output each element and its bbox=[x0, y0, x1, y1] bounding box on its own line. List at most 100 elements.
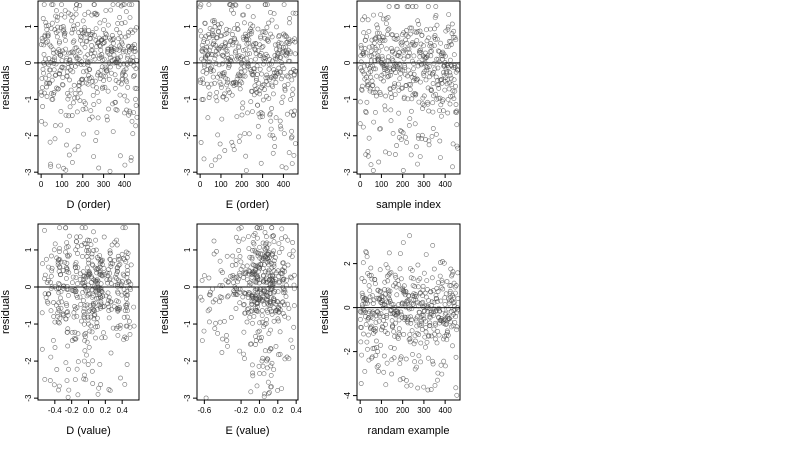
residual-point bbox=[233, 39, 239, 45]
residual-point bbox=[233, 285, 239, 291]
residual-point bbox=[85, 244, 90, 250]
residual-point bbox=[72, 262, 78, 268]
residual-point bbox=[358, 339, 364, 345]
residual-point bbox=[373, 35, 379, 41]
y-tick-label: -2 bbox=[183, 357, 192, 365]
residual-point bbox=[409, 328, 415, 334]
residual-point bbox=[243, 47, 248, 52]
residual-point bbox=[125, 250, 131, 256]
residual-point bbox=[78, 34, 84, 39]
residual-point bbox=[429, 275, 435, 281]
residual-point bbox=[387, 72, 393, 78]
residual-point bbox=[264, 93, 269, 99]
residual-point bbox=[91, 307, 97, 313]
residual-point bbox=[273, 276, 279, 282]
residual-point bbox=[100, 73, 106, 79]
residual-point bbox=[66, 93, 72, 99]
residual-point bbox=[70, 280, 75, 285]
residual-point bbox=[125, 314, 130, 320]
residual-point bbox=[85, 317, 91, 323]
residual-point bbox=[401, 288, 406, 294]
residual-point bbox=[284, 53, 289, 59]
residual-point bbox=[433, 131, 439, 137]
residual-point bbox=[106, 308, 112, 313]
residual-point bbox=[82, 25, 87, 31]
residual-point bbox=[365, 17, 371, 23]
residual-point bbox=[238, 266, 244, 272]
residual-point bbox=[250, 262, 256, 267]
residual-point bbox=[406, 46, 412, 52]
residual-point bbox=[45, 300, 51, 306]
residual-point bbox=[447, 288, 453, 294]
residual-point bbox=[273, 270, 279, 276]
residual-point bbox=[69, 30, 75, 36]
residual-point bbox=[115, 55, 121, 61]
residual-point bbox=[434, 296, 439, 301]
residual-point bbox=[430, 81, 436, 86]
residual-point bbox=[428, 289, 434, 295]
residual-point bbox=[80, 18, 86, 24]
residual-point bbox=[249, 274, 255, 280]
residual-point bbox=[425, 308, 430, 314]
residual-point bbox=[454, 324, 460, 330]
residual-point bbox=[120, 271, 126, 277]
residual-point bbox=[432, 331, 437, 337]
residual-point bbox=[284, 277, 290, 283]
residual-point bbox=[43, 56, 48, 62]
residual-point bbox=[441, 70, 446, 75]
residual-point bbox=[87, 58, 93, 64]
residual-point bbox=[400, 85, 405, 91]
residual-point bbox=[219, 116, 225, 122]
residual-point bbox=[398, 356, 403, 362]
residual-point bbox=[430, 109, 436, 115]
residual-point bbox=[287, 51, 293, 56]
residual-point bbox=[113, 325, 119, 331]
y-tick-label: -3 bbox=[24, 394, 33, 402]
residual-point bbox=[281, 31, 287, 37]
residual-point bbox=[89, 254, 95, 260]
residual-point bbox=[65, 91, 70, 96]
residual-point bbox=[90, 381, 96, 386]
residual-point bbox=[75, 143, 81, 149]
residual-points bbox=[38, 2, 140, 174]
residual-point bbox=[130, 131, 136, 137]
residual-point bbox=[448, 282, 454, 288]
residual-point bbox=[85, 62, 91, 68]
residual-point bbox=[102, 40, 107, 45]
residual-point bbox=[257, 320, 262, 326]
residual-point bbox=[93, 300, 98, 306]
residual-point bbox=[239, 60, 244, 65]
residual-point bbox=[107, 388, 113, 393]
residual-point bbox=[89, 329, 95, 335]
residual-point bbox=[64, 240, 70, 245]
y-tick-label: 1 bbox=[24, 24, 33, 29]
residual-point bbox=[98, 382, 103, 387]
y-tick-label: 1 bbox=[183, 247, 192, 252]
residual-point bbox=[262, 391, 267, 397]
residual-point bbox=[385, 32, 390, 37]
residual-point bbox=[272, 255, 278, 260]
y-tick-label: 1 bbox=[183, 24, 192, 29]
residual-points bbox=[197, 2, 299, 173]
residual-point bbox=[96, 98, 102, 104]
residual-point bbox=[378, 342, 383, 348]
residual-point bbox=[95, 72, 100, 78]
residual-point bbox=[433, 322, 438, 328]
residual-point bbox=[39, 76, 45, 81]
residual-point bbox=[237, 254, 243, 259]
residual-point bbox=[250, 247, 255, 253]
residual-point bbox=[446, 43, 452, 49]
residual-point bbox=[261, 272, 266, 278]
residual-point bbox=[97, 291, 103, 297]
residual-point bbox=[91, 53, 96, 59]
residual-point bbox=[268, 118, 274, 124]
residual-point bbox=[288, 274, 293, 280]
residual-point bbox=[371, 40, 377, 46]
residual-point bbox=[106, 76, 112, 82]
residual-point bbox=[426, 142, 432, 148]
residual-point bbox=[44, 94, 50, 99]
residual-point bbox=[85, 81, 91, 87]
residual-point bbox=[117, 322, 123, 328]
residual-point bbox=[74, 313, 80, 319]
residual-point bbox=[362, 301, 368, 306]
